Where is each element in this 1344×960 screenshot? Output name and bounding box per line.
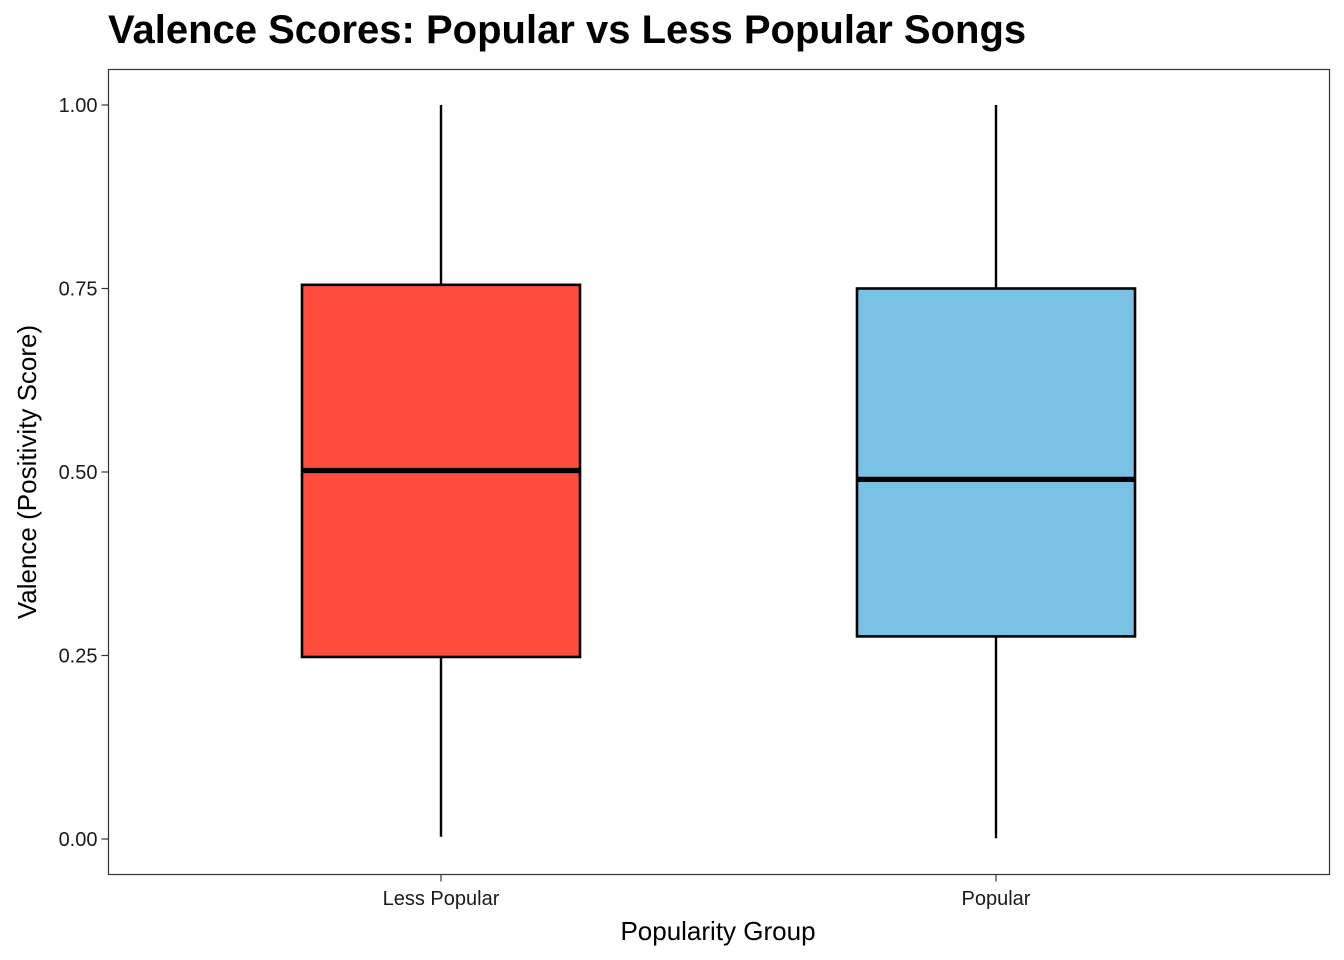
box-group — [300, 105, 582, 837]
y-axis-title: Valence (Positivity Score) — [12, 325, 42, 619]
x-axis: Less Popular Popular — [383, 874, 1031, 910]
plot-panel-border — [107, 68, 1331, 876]
y-tick-label: 1.00 — [59, 95, 98, 117]
x-tick-label: Less Popular — [383, 888, 500, 910]
y-tick-label: 0.00 — [59, 829, 98, 851]
box-group — [855, 105, 1137, 839]
y-tick-label: 0.75 — [59, 279, 98, 301]
y-axis: 0.00 0.25 0.50 0.75 1.00 — [59, 95, 109, 851]
y-tick-label: 0.50 — [59, 462, 98, 484]
y-tick-label: 0.25 — [59, 646, 98, 668]
iqr-box — [855, 287, 1137, 638]
chart-title: Valence Scores: Popular vs Less Popular … — [108, 8, 1027, 52]
x-tick-label: Popular — [962, 888, 1031, 910]
boxes-layer — [300, 105, 1137, 839]
x-axis-title: Popularity Group — [620, 916, 815, 946]
